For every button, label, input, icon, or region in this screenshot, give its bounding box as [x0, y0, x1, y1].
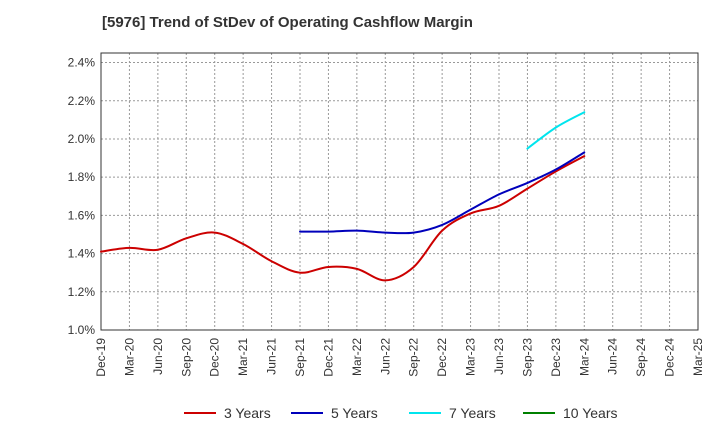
legend-label: 3 Years [224, 405, 271, 421]
legend-label: 5 Years [331, 405, 378, 421]
legend-item-10-years: 10 Years [523, 405, 618, 421]
legend-swatch [523, 412, 555, 414]
legend-label: 10 Years [563, 405, 618, 421]
x-tick-label: Mar-22 [350, 338, 364, 376]
x-tick-label: Jun-24 [606, 338, 620, 375]
legend-item-7-years: 7 Years [409, 405, 496, 421]
legend-item-5-years: 5 Years [291, 405, 378, 421]
y-tick-label: 2.0% [68, 132, 96, 146]
plot-area-border [100, 52, 699, 331]
y-tick-label: 1.0% [68, 323, 96, 337]
legend: 3 Years 5 Years 7 Years 10 Years [0, 405, 720, 425]
series-line-7-years [526, 111, 586, 150]
x-tick-label: Dec-19 [94, 338, 108, 377]
series-line-5-years [299, 151, 586, 235]
x-tick-label: Mar-25 [691, 338, 705, 376]
y-tick-label: 1.6% [68, 208, 96, 222]
y-tick-label: 2.2% [68, 94, 96, 108]
x-tick-label: Jun-23 [492, 338, 506, 375]
x-tick-label: Mar-21 [236, 338, 250, 376]
legend-swatch [291, 412, 323, 414]
legend-label: 7 Years [449, 405, 496, 421]
x-tick-label: Sep-20 [179, 338, 193, 377]
y-tick-label: 2.4% [68, 56, 96, 70]
y-tick-label: 1.8% [68, 170, 96, 184]
series-lines [100, 111, 586, 282]
x-tick-label: Jun-21 [265, 338, 279, 375]
legend-swatch [409, 412, 441, 414]
x-tick-label: Dec-21 [321, 338, 335, 377]
x-tick-label: Mar-20 [122, 338, 136, 376]
x-tick-label: Jun-20 [151, 338, 165, 375]
x-tick-label: Dec-22 [435, 338, 449, 377]
legend-item-3-years: 3 Years [184, 405, 271, 421]
y-tick-label: 1.4% [68, 247, 96, 261]
x-tick-label: Sep-24 [634, 338, 648, 377]
series-line-3-years [100, 155, 586, 282]
chart-title: [5976] Trend of StDev of Operating Cashf… [102, 14, 473, 31]
grid [100, 53, 699, 331]
x-tick-label: Mar-23 [464, 338, 478, 376]
x-tick-label: Jun-22 [378, 338, 392, 375]
y-tick-label: 1.2% [68, 285, 96, 299]
x-tick-label: Sep-22 [407, 338, 421, 377]
x-tick-label: Mar-24 [577, 338, 591, 376]
axes: Dec-19 Mar-20 Jun-20 Sep-20 Dec-20 Mar-21 Jun-… [68, 52, 705, 377]
x-tick-label: Dec-24 [663, 338, 677, 377]
legend-swatch [184, 412, 216, 414]
x-tick-label: Dec-23 [549, 338, 563, 377]
x-tick-label: Sep-23 [520, 338, 534, 377]
x-tick-label: Sep-21 [293, 338, 307, 377]
x-tick-label: Dec-20 [208, 338, 222, 377]
